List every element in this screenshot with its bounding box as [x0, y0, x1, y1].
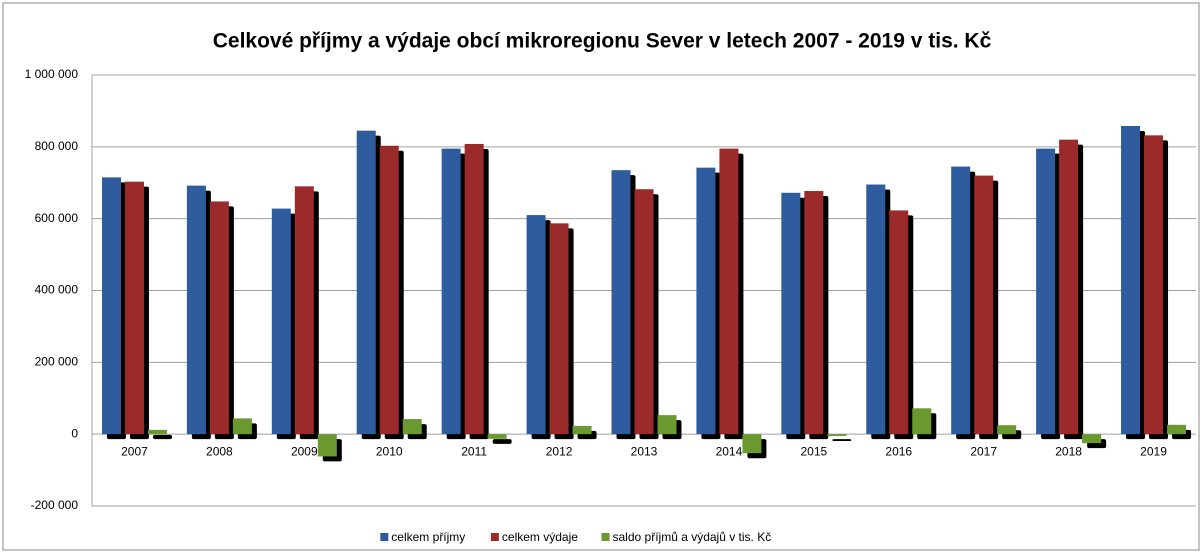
- bar: [997, 425, 1017, 435]
- bar: [951, 166, 971, 435]
- bar: [866, 184, 886, 435]
- x-tick-label: 2018: [1055, 444, 1082, 458]
- bar: [549, 223, 569, 435]
- bar: [572, 425, 592, 435]
- bar: [464, 143, 484, 435]
- legend-swatch: [490, 533, 499, 541]
- bar: [402, 419, 422, 435]
- bar: [526, 215, 546, 435]
- bar: [634, 189, 654, 435]
- bar: [271, 208, 291, 435]
- legend-label: celkem výdaje: [502, 530, 578, 544]
- bar: [804, 191, 824, 435]
- bar: [356, 130, 376, 435]
- bar: [1059, 139, 1079, 435]
- bar-shadow: [152, 434, 172, 440]
- bar: [1167, 424, 1187, 435]
- bar: [232, 418, 252, 435]
- bar: [696, 167, 716, 435]
- bar: [317, 434, 337, 457]
- bar: [719, 148, 739, 435]
- bar: [487, 434, 507, 439]
- x-tick-label: 2013: [631, 444, 658, 458]
- legend-swatch: [601, 533, 610, 541]
- x-tick-label: 2008: [206, 444, 233, 458]
- x-tick-label: 2009: [291, 444, 318, 458]
- bar: [1082, 434, 1102, 444]
- bar: [101, 177, 121, 435]
- x-tick-label: 2017: [970, 444, 997, 458]
- legend-label: saldo příjmů a výdajů v tis. Kč: [613, 530, 772, 544]
- bar: [1144, 135, 1164, 435]
- y-tick-label: 0: [71, 426, 78, 440]
- x-tick-label: 2014: [716, 444, 743, 458]
- chart-title: Celkové příjmy a výdaje obcí mikroregion…: [213, 30, 992, 53]
- y-tick-label: 400 000: [35, 283, 79, 297]
- bar: [742, 434, 762, 454]
- bar: [827, 434, 847, 436]
- bar: [209, 201, 229, 435]
- bar: [124, 181, 144, 435]
- x-tick-label: 2016: [885, 444, 912, 458]
- bar: [1036, 148, 1056, 435]
- bar: [889, 210, 909, 435]
- bar: [441, 148, 461, 435]
- y-tick-label: 600 000: [35, 211, 79, 225]
- legend-swatch: [380, 533, 389, 541]
- y-tick-label: 200 000: [35, 355, 79, 369]
- x-tick-label: 2007: [121, 444, 148, 458]
- bar: [781, 192, 801, 435]
- x-tick-label: 2012: [546, 444, 573, 458]
- x-tick-label: 2019: [1140, 444, 1167, 458]
- bar: [611, 170, 631, 435]
- bar-shadow: [832, 439, 852, 441]
- x-tick-label: 2015: [800, 444, 827, 458]
- chart-border: [2, 2, 1200, 551]
- bar: [379, 145, 399, 435]
- y-tick-label: 800 000: [35, 139, 79, 153]
- bar: [186, 185, 206, 435]
- y-tick-label: 1 000 000: [25, 67, 79, 81]
- bar-shadow: [492, 439, 512, 444]
- bar: [657, 415, 677, 435]
- x-tick-label: 2011: [461, 444, 487, 458]
- x-tick-label: 2010: [376, 444, 403, 458]
- y-tick-label: -200 000: [31, 498, 79, 512]
- legend-label: celkem příjmy: [391, 530, 465, 544]
- bar: [294, 186, 314, 435]
- bar: [147, 429, 167, 435]
- bar: [1121, 126, 1141, 435]
- bar: [912, 408, 932, 435]
- bar: [974, 175, 994, 435]
